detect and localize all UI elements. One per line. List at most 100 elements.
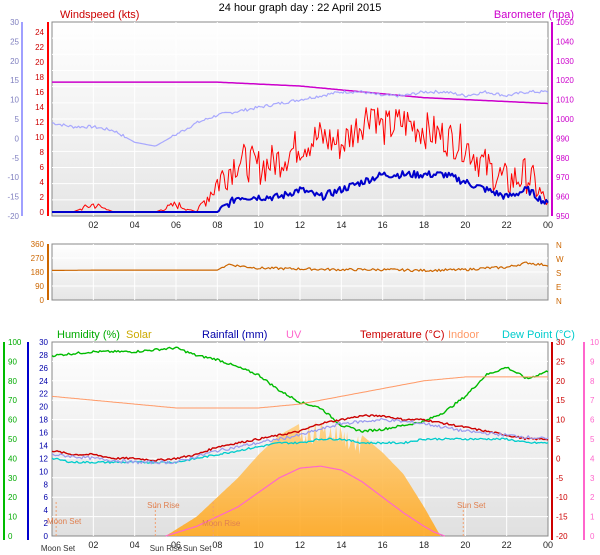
temp-panel-x-tick-label: 02	[88, 540, 98, 550]
temp-panel-x-tick-label: 18	[419, 540, 429, 550]
wind-tick-label: 0	[40, 208, 45, 217]
uv-tick-label: 3	[590, 474, 595, 483]
series-barometer-line	[52, 81, 549, 105]
compass-label: N	[556, 241, 562, 250]
rain-tick-label: 28	[39, 351, 48, 360]
temp-panel-x-tick-label: 08	[212, 540, 222, 550]
rain-tick-label: 0	[44, 532, 49, 541]
wind-tick-label: 16	[35, 88, 44, 97]
wind-panel-x-tick-label: 00	[543, 220, 553, 230]
uv-tick-label: 5	[590, 435, 595, 444]
outer-left-tick-label: 5	[15, 115, 20, 124]
bottom-sun-set-label: Sun Set	[183, 544, 212, 553]
series-wind-speed-line	[52, 170, 549, 213]
uv-tick-label: 7	[590, 396, 595, 405]
rain-tick-label: 10	[39, 467, 48, 476]
temp-tick-label: 20	[556, 377, 565, 386]
rain-tick-label: 18	[39, 416, 48, 425]
temp-tick-label: -5	[556, 474, 564, 483]
outer-left-tick-label: 0	[15, 134, 20, 143]
rain-tick-label: 26	[39, 364, 48, 373]
annotation-label: Sun Set	[457, 501, 486, 510]
wind-tick-label: 20	[35, 58, 44, 67]
wind-panel-x-tick-label: 18	[419, 220, 429, 230]
compass-label: E	[556, 283, 561, 292]
humidity-tick-label: 0	[8, 532, 13, 541]
uv-tick-label: 1	[590, 513, 595, 522]
legend-item: Rainfall (mm)	[202, 329, 267, 341]
rain-tick-label: 12	[39, 454, 48, 463]
legend-item: Dew Point (°C)	[502, 329, 575, 341]
rain-tick-label: 4	[44, 506, 49, 515]
wind-tick-label: 6	[40, 163, 45, 172]
rain-tick-label: 8	[44, 480, 49, 489]
outer-left-tick-label: -10	[7, 173, 19, 182]
series-solar-area	[165, 421, 441, 536]
outer-left-tick-label: 30	[10, 18, 19, 27]
uv-tick-label: 2	[590, 493, 595, 502]
uv-tick-label: 9	[590, 357, 595, 366]
uv-tick-label: 6	[590, 416, 595, 425]
temp-panel-x-tick-label: 06	[171, 540, 181, 550]
temp-tick-label: 0	[556, 454, 561, 463]
bottom-sun-rise-label: Sun Rise	[150, 544, 183, 553]
legend-item: UV	[286, 329, 302, 341]
temp-tick-label: 30	[556, 338, 565, 347]
uv-tick-label: 10	[590, 338, 599, 347]
temp-panel-x-tick-label: 16	[378, 540, 388, 550]
wind-tick-label: 22	[35, 43, 44, 52]
temp-tick-label: 25	[556, 357, 565, 366]
baro-tick-label: 1040	[556, 37, 574, 46]
humidity-tick-label: 20	[8, 493, 17, 502]
temp-panel-x-tick-label: 12	[295, 540, 305, 550]
outer-left-tick-label: 25	[10, 37, 19, 46]
wind-panel-x-tick-label: 14	[336, 220, 346, 230]
series-feels-like-line	[51, 417, 549, 465]
series-temperature-line	[51, 414, 549, 462]
wind-panel-x-tick-label: 10	[254, 220, 264, 230]
temp-tick-label: -10	[556, 493, 568, 502]
rain-tick-label: 6	[44, 493, 49, 502]
wind-panel-x-tick-label: 08	[212, 220, 222, 230]
temp-panel-x-tick-label: 00	[543, 540, 553, 550]
rain-tick-label: 30	[39, 338, 48, 347]
wind-panel-x-tick-label: 22	[502, 220, 512, 230]
outer-left-tick-label: -20	[7, 212, 19, 221]
rain-tick-label: 14	[39, 441, 48, 450]
temp-tick-label: 5	[556, 435, 561, 444]
wind-panel-x-tick-label: 04	[130, 220, 140, 230]
humidity-tick-label: 80	[8, 377, 17, 386]
wind-tick-label: 10	[35, 133, 44, 142]
baro-tick-label: 1050	[556, 18, 574, 27]
wind-tick-label: 14	[35, 103, 44, 112]
direction-tick-label: 90	[35, 282, 44, 291]
wind-axis-title: Windspeed (kts)	[60, 9, 139, 21]
wind-tick-label: 24	[35, 28, 44, 37]
outer-left-tick-label: -5	[12, 154, 20, 163]
baro-tick-label: 960	[556, 193, 570, 202]
wind-tick-label: 18	[35, 73, 44, 82]
wind-panel-x-tick-label: 02	[88, 220, 98, 230]
outer-left-tick-label: 15	[10, 76, 19, 85]
direction-tick-label: 360	[31, 240, 45, 249]
compass-label: S	[556, 269, 561, 278]
compass-label: N	[556, 297, 562, 306]
humidity-tick-label: 70	[8, 396, 17, 405]
baro-tick-label: 1030	[556, 57, 574, 66]
legend-item: Indoor	[448, 329, 480, 341]
wind-tick-label: 12	[35, 118, 44, 127]
humidity-tick-label: 40	[8, 454, 17, 463]
outer-left-tick-label: 10	[10, 96, 19, 105]
baro-tick-label: 980	[556, 154, 570, 163]
series-uv-line	[165, 465, 445, 537]
annotation-label: Sun Rise	[147, 501, 180, 510]
temp-panel-x-tick-label: 22	[502, 540, 512, 550]
wind-panel-x-tick-label: 12	[295, 220, 305, 230]
wind-tick-label: 2	[40, 193, 45, 202]
outer-left-tick-label: 20	[10, 57, 19, 66]
temp-tick-label: 10	[556, 416, 565, 425]
annotation-label: Moon Set	[47, 517, 82, 526]
temp-tick-label: -20	[556, 532, 568, 541]
uv-tick-label: 0	[590, 532, 595, 541]
